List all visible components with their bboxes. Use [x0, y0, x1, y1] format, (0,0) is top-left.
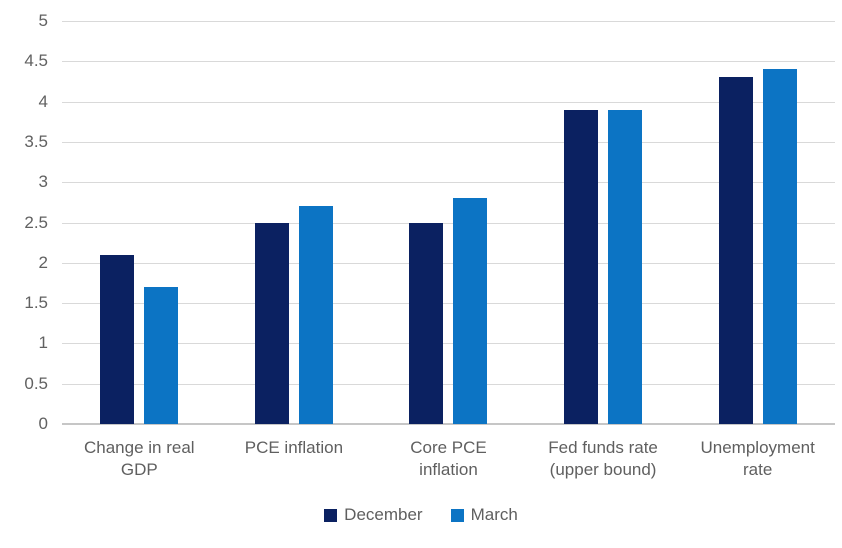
x-axis-category-labels: Change in real GDP PCE inflation Core PCE …	[62, 437, 835, 481]
bar-march-4	[762, 69, 797, 424]
gridline-1	[62, 343, 835, 345]
bar-december-2	[409, 222, 444, 424]
bar-march-0	[144, 286, 179, 424]
bar-december-1	[254, 222, 289, 424]
bar-group-1	[217, 21, 372, 424]
legend-label-december: December	[344, 505, 423, 524]
bar-groups	[62, 21, 835, 424]
gridline-3	[62, 182, 835, 184]
gridline-1.5	[62, 303, 835, 305]
legend-swatch-december	[324, 508, 338, 522]
gridline-5	[62, 21, 835, 22]
y-tick-label-4.5: 4.5	[24, 51, 48, 71]
y-tick-label-4: 4	[38, 91, 48, 111]
bar-march-2	[453, 198, 488, 424]
bar-group-3	[526, 21, 681, 424]
y-tick-label-3.5: 3.5	[24, 131, 48, 151]
gridline-4	[62, 101, 835, 103]
category-label-3: Fed funds rate (upper bound)	[548, 438, 658, 479]
y-tick-label-1.5: 1.5	[24, 293, 48, 313]
gridline-3.5	[62, 141, 835, 143]
gridline-0.5	[62, 383, 835, 385]
y-tick-label-0.5: 0.5	[24, 373, 48, 393]
y-tick-label-1: 1	[38, 333, 48, 353]
bar-march-3	[608, 109, 643, 424]
legend-swatch-march	[450, 508, 464, 522]
legend-label-march: March	[470, 505, 518, 524]
legend-item-march: March	[450, 505, 518, 525]
y-tick-label-0: 0	[38, 414, 48, 433]
y-axis: 5 4.5 4 3.5 3 2.5 2 1.5 1 0.5 0	[0, 11, 48, 433]
category-label-2: Core PCE inflation	[410, 438, 487, 479]
bar-group-2	[371, 21, 526, 424]
gridline-2.5	[62, 222, 835, 224]
bar-december-4	[718, 77, 753, 424]
y-tick-label-2: 2	[38, 252, 48, 272]
gridline-4.5	[62, 61, 835, 63]
legend: December March	[0, 505, 842, 525]
bar-december-3	[564, 109, 599, 424]
legend-item-december: December	[324, 505, 423, 525]
y-tick-label-3: 3	[38, 172, 48, 192]
bar-december-0	[100, 254, 135, 424]
bar-group-4	[680, 21, 835, 424]
plot-area	[62, 21, 835, 425]
x-axis-baseline	[62, 423, 835, 425]
category-label-0: Change in real GDP	[84, 438, 195, 479]
y-tick-label-5: 5	[38, 11, 48, 30]
gridline-2	[62, 262, 835, 264]
bar-march-1	[298, 206, 333, 424]
y-tick-label-2.5: 2.5	[24, 212, 48, 232]
bar-group-0	[62, 21, 217, 424]
category-label-1: PCE inflation	[244, 438, 344, 457]
category-label-4: Unemployment rate	[700, 438, 815, 479]
